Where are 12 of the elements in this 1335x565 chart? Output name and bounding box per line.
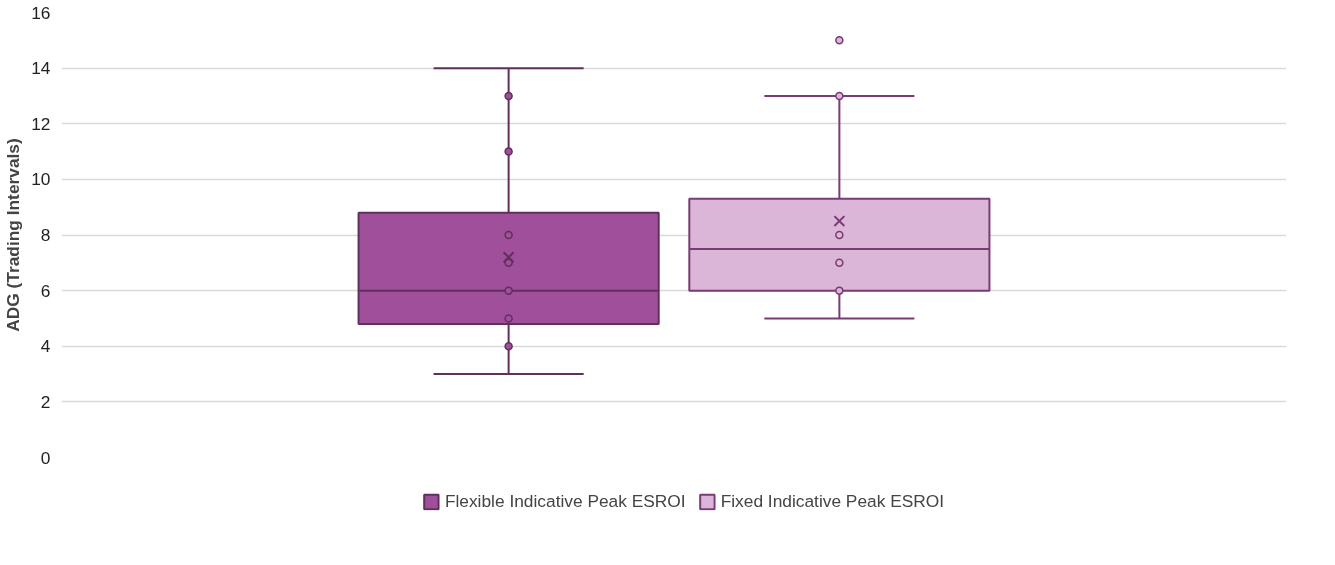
y-tick-label: 4 (40, 336, 51, 357)
legend-label: Flexible Indicative Peak ESROI (444, 490, 686, 512)
y-tick-label: 8 (40, 225, 51, 245)
y-tick-label: 10 (31, 169, 51, 190)
y-tick-label: 14 (31, 58, 51, 79)
y-tick-label: 6 (40, 280, 51, 301)
y-tick-label: 12 (31, 113, 51, 134)
y-axis-title: ADG (Trading Intervals) (3, 138, 24, 332)
y-tick-label: 0 (40, 447, 51, 468)
y-tick-label: 2 (40, 391, 51, 412)
legend-label: Fixed Indicative Peak ESROI (720, 490, 945, 512)
y-tick-label: 16 (31, 2, 51, 23)
